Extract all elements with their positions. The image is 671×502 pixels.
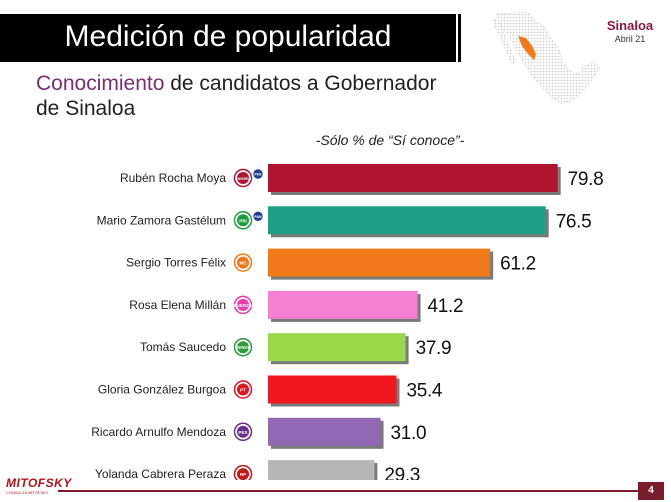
morena-pas-icon-label: morena: [235, 176, 252, 181]
category-label: Gloria González Burgoa: [98, 383, 226, 397]
bar: [268, 333, 406, 362]
value-label: 37.9: [416, 338, 452, 359]
bar: [268, 417, 381, 446]
morena-pas-icon-secondary-label: PAS: [255, 173, 263, 177]
mitofsky-logo: MITOFSKY: [6, 476, 72, 490]
bar: [268, 375, 397, 404]
morena-pas-icon-secondary: [252, 168, 264, 180]
pt-icon-fill: [237, 383, 249, 396]
region-name: Sinaloa: [606, 18, 654, 33]
value-label: 76.5: [556, 211, 592, 232]
pri-pan-prd-icon-fill: [237, 214, 249, 227]
rp-icon-label: RP: [240, 472, 246, 477]
pvem-icon-label: VERDE: [235, 345, 251, 350]
value-label: 35.4: [407, 381, 443, 402]
chart-note: -Sólo % de “Sí conoce”-: [315, 132, 465, 148]
pes-icon-label: PES: [238, 430, 247, 435]
subtitle-rest: de candidatos a Gobernador de Sinaloa: [36, 72, 437, 120]
title-divider: [458, 14, 461, 62]
category-label: Yolanda Cabrera Peraza: [95, 467, 226, 480]
page-number: 4: [638, 482, 664, 500]
fuerza-mexico-icon-label: FUERZA: [234, 303, 253, 308]
mitofsky-logo-sub: CONSULTA MITOFSKY: [6, 490, 49, 495]
category-label: Sergio Torres Félix: [126, 256, 226, 270]
bar: [268, 206, 546, 235]
value-label: 41.2: [428, 296, 464, 317]
value-label: 31.0: [391, 423, 427, 444]
mexico-map-icon: [493, 11, 601, 105]
footer-divider: [58, 490, 638, 492]
category-label: Mario Zamora Gastélum: [97, 213, 226, 227]
value-label: 29.3: [384, 465, 420, 480]
bar: [268, 460, 375, 480]
bar: [268, 248, 491, 277]
bar: [268, 164, 558, 192]
rp-icon-fill: [237, 468, 249, 480]
pri-pan-prd-icon-secondary-label: PAN: [254, 215, 262, 219]
morena-pas-icon-fill: [237, 172, 249, 184]
category-label: Rosa Elena Millán: [129, 298, 226, 312]
region-date: Abril 21: [614, 34, 646, 44]
fuerza-mexico-icon-fill: [237, 298, 249, 311]
title-banner: Medición de popularidad: [0, 14, 459, 62]
value-label: 61.2: [500, 254, 536, 275]
category-label: Tomás Saucedo: [140, 340, 226, 354]
sinaloa-highlight: [518, 36, 536, 60]
chart-subtitle: Conocimiento de candidatos a Gobernador …: [36, 71, 456, 121]
pri-pan-prd-icon-label: PRI: [239, 218, 247, 223]
pvem-icon-fill: [237, 341, 249, 354]
bar: [268, 290, 418, 319]
value-label: 79.8: [568, 169, 604, 190]
category-label: Ricardo Arnulfo Mendoza: [91, 425, 226, 439]
page-title: Medición de popularidad: [64, 20, 392, 53]
mc-icon-fill: [237, 256, 249, 269]
mc-icon-label: MC: [240, 261, 248, 266]
subtitle-highlight: Conocimiento: [36, 72, 165, 95]
pt-icon-label: PT: [240, 388, 246, 393]
pri-pan-prd-icon-secondary: [252, 211, 264, 222]
pes-icon-fill: [237, 425, 249, 438]
category-label: Rubén Rocha Moya: [120, 171, 226, 185]
